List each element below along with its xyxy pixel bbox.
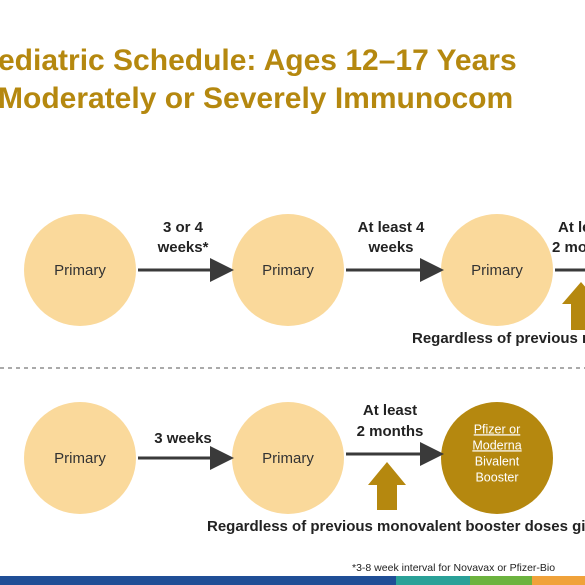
color-bar [470, 576, 532, 585]
node-label: Primary [262, 262, 314, 279]
color-bar [396, 576, 470, 585]
node-circle [232, 402, 344, 514]
interval-label: 3 weeks [154, 430, 212, 447]
up-arrow [368, 462, 406, 510]
interval-label: 3 or 4 [163, 219, 204, 236]
node-label: Primary [471, 262, 523, 279]
booster-label: Booster [475, 470, 518, 484]
node-label: Primary [54, 262, 106, 279]
note: Regardless of previous monovalent booste… [207, 518, 585, 535]
color-bar [532, 576, 585, 585]
interval-label: 2 months [357, 423, 424, 440]
interval-label: 2 mo [552, 239, 585, 256]
booster-circle [441, 402, 553, 514]
node-circle [24, 402, 136, 514]
node-label: Primary [54, 450, 106, 467]
booster-label: Bivalent [475, 454, 520, 468]
node-label: Primary [262, 450, 314, 467]
booster-label: Moderna [472, 438, 521, 452]
up-arrow [562, 282, 585, 330]
note: Regardless of previous m [412, 330, 585, 347]
node-circle [232, 214, 344, 326]
interval-label: At le [558, 219, 585, 236]
color-bar [0, 576, 396, 585]
footnote: *3-8 week interval for Novavax or Pfizer… [352, 562, 555, 574]
title-line: ediatric Schedule: Ages 12–17 Years [0, 44, 517, 77]
interval-label: weeks* [157, 239, 209, 256]
booster-label: Pfizer or [474, 422, 521, 436]
interval-label: At least 4 [358, 219, 425, 236]
interval-label: weeks [367, 239, 413, 256]
interval-label: At least [363, 402, 417, 419]
title-line: Moderately or Severely Immunocom [0, 82, 513, 115]
node-circle [441, 214, 553, 326]
node-circle [24, 214, 136, 326]
